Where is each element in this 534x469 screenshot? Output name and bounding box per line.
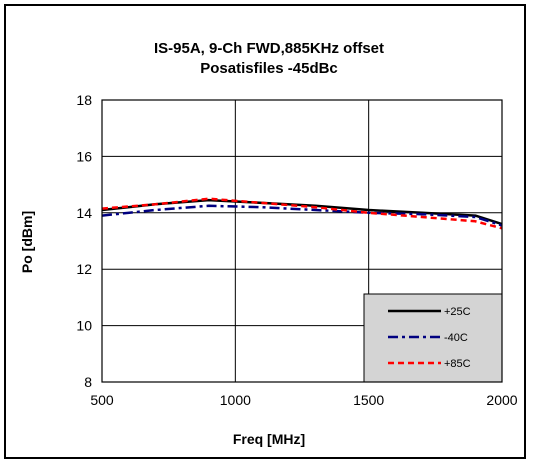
y-tick-label: 16 (76, 148, 92, 164)
legend: +25C -40C +85C (363, 293, 503, 383)
chart-subtitle: Posatisfiles -45dBc (200, 60, 338, 77)
chart-svg: IS-95A, 9-Ch FWD,885KHz offset Posatisfi… (19, 40, 518, 447)
x-tick-label: 1500 (353, 392, 384, 408)
legend-label: +25C (444, 306, 471, 318)
y-tick-label: 18 (76, 92, 92, 108)
y-tick-label: 10 (76, 318, 92, 334)
x-tick-label: 2000 (486, 392, 517, 408)
series-line-40C (101, 204, 503, 227)
y-tick-label: 14 (76, 205, 92, 221)
plot-border (101, 99, 503, 383)
legend-label: +85C (444, 358, 471, 370)
tick-labels: 8 10 12 14 16 18 500 1000 1500 2000 (76, 92, 517, 408)
plot-area-border (101, 99, 503, 383)
series-group (101, 197, 503, 230)
series-line-85C (101, 197, 503, 230)
y-tick-label: 8 (84, 374, 92, 390)
chart-title: IS-95A, 9-Ch FWD,885KHz offset (154, 40, 384, 57)
x-tick-label: 1000 (220, 392, 251, 408)
y-axis-label: Po [dBm] (19, 211, 35, 273)
x-axis-label: Freq [MHz] (233, 431, 305, 447)
chart-frame: IS-95A, 9-Ch FWD,885KHz offset Posatisfi… (4, 4, 526, 459)
y-tick-label: 12 (76, 261, 92, 277)
x-tick-label: 500 (90, 392, 114, 408)
legend-label: -40C (444, 332, 468, 344)
